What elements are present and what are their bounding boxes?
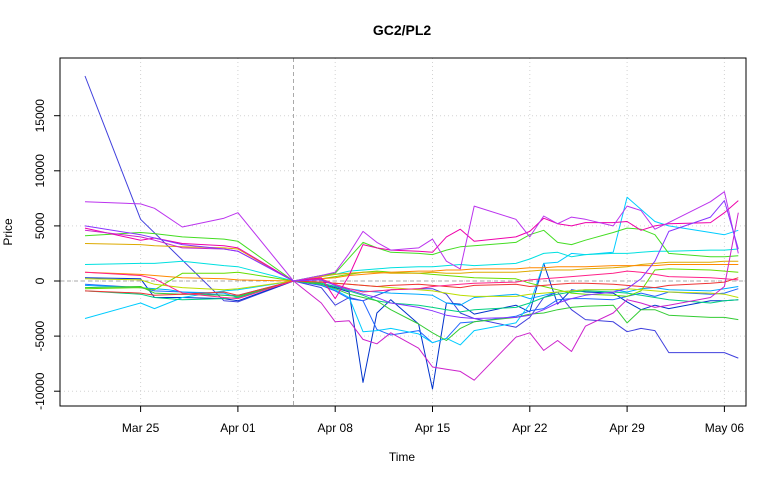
series-line-1 — [84, 75, 739, 359]
x-tick-label: Apr 22 — [512, 421, 548, 435]
y-axis-label: Price — [1, 218, 15, 246]
x-axis: Mar 25 Apr 01 Apr 08 Apr 15 Apr 22 Apr 29 May … — [122, 406, 744, 435]
y-tick-label: 10000 — [33, 154, 47, 188]
y-tick-label: 0 — [33, 277, 47, 284]
series-line-10 — [84, 268, 739, 297]
y-tick-label: 15000 — [33, 99, 47, 133]
series-line-5 — [84, 196, 739, 346]
plot-frame — [59, 57, 747, 407]
series-line-3 — [84, 280, 739, 344]
series-line-12 — [84, 243, 739, 282]
series-line-7 — [84, 280, 739, 313]
x-tick-label: Mar 25 — [122, 421, 160, 435]
series-line-11 — [84, 278, 739, 298]
x-tick-label: May 06 — [705, 421, 745, 435]
series-line-16 — [84, 200, 739, 300]
reference-lines — [60, 58, 746, 406]
x-tick-label: Apr 01 — [220, 421, 256, 435]
series-line-14 — [84, 277, 739, 296]
y-tick-label: -10000 — [33, 372, 47, 410]
series-line-2 — [84, 262, 739, 390]
x-tick-label: Apr 08 — [318, 421, 354, 435]
series-line-17 — [84, 212, 739, 381]
series-line-19 — [84, 200, 739, 319]
plot-series — [84, 75, 739, 390]
series-line-8 — [84, 280, 739, 341]
series-line-18 — [84, 191, 739, 282]
y-axis: -10000 -5000 0 5000 10000 15000 — [33, 99, 60, 410]
chart-title: GC2/PL2 — [373, 22, 432, 38]
x-axis-label: Time — [389, 450, 416, 464]
series-line-15 — [84, 270, 739, 300]
y-tick-label: -5000 — [33, 320, 47, 351]
y-tick-label: 5000 — [33, 212, 47, 239]
x-tick-label: Apr 29 — [609, 421, 645, 435]
series-line-13 — [84, 264, 739, 282]
grid — [60, 58, 746, 406]
x-tick-label: Apr 15 — [415, 421, 451, 435]
